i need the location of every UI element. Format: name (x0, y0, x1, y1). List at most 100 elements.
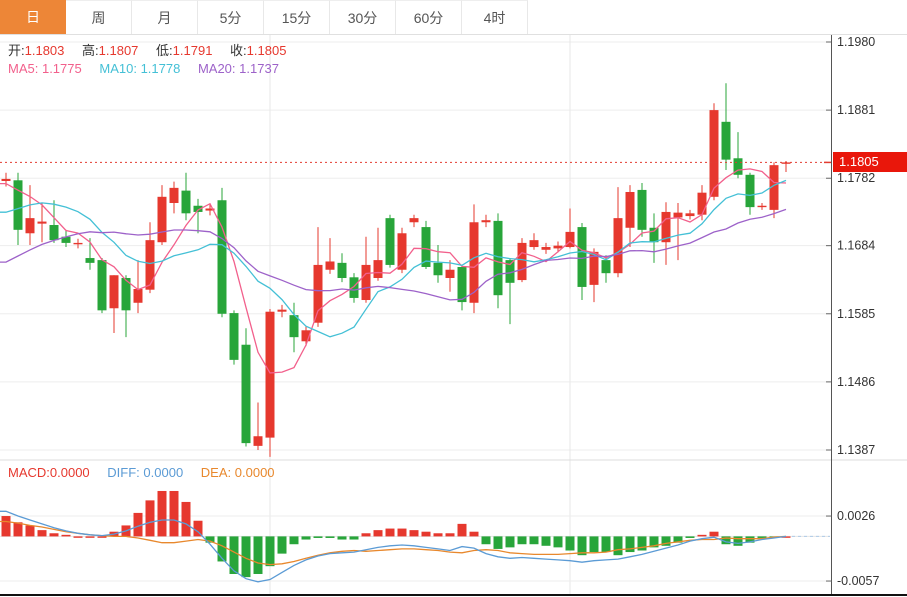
candle-body (445, 269, 455, 278)
macd-histogram-bar (157, 490, 167, 537)
candle-body (1, 178, 11, 181)
macd-histogram-bar (565, 536, 575, 551)
macd-histogram-bar (49, 533, 59, 537)
tab-周[interactable]: 周 (66, 0, 132, 34)
macd-label: MACD: (8, 465, 50, 480)
macd-histogram-bar (601, 536, 611, 553)
macd-histogram-bar (613, 536, 623, 556)
candle-body (481, 220, 491, 223)
ma10-label: MA10: (99, 61, 137, 76)
macd-histogram-bar (469, 531, 479, 537)
macd-histogram-bar (757, 536, 767, 538)
candle-body (457, 266, 467, 303)
candle-body (109, 275, 119, 309)
candle-body (601, 260, 611, 274)
macd-tick-label: -0.0057 (837, 574, 879, 588)
candle-body (349, 277, 359, 298)
macd-histogram-bar (289, 536, 299, 545)
price-tick-label: 1.1486 (837, 375, 875, 389)
macd-histogram-bar (145, 500, 155, 537)
macd-panel: 0.0026 -0.0057 (0, 490, 879, 588)
candle-body (577, 227, 587, 287)
candle-body (289, 315, 299, 338)
candle-body (397, 233, 407, 270)
candle-body (49, 225, 59, 241)
macd-histogram-bar (421, 531, 431, 537)
macd-histogram-bar (241, 536, 251, 578)
candle-body (505, 260, 515, 283)
candle-body (661, 211, 671, 243)
tab-60分[interactable]: 60分 (396, 0, 462, 34)
macd-histogram-bar (697, 534, 707, 537)
tab-4时[interactable]: 4时 (462, 0, 528, 34)
diff-line (0, 510, 787, 583)
tab-15分[interactable]: 15分 (264, 0, 330, 34)
tab-月[interactable]: 月 (132, 0, 198, 34)
candle-body (277, 309, 287, 312)
macd-histogram-bar (181, 501, 191, 537)
candle-body (181, 190, 191, 214)
candlestick-chart-canvas[interactable]: 1.1980 1.1881 1.1782 1.1684 1.1585 1.1486 1.13… (0, 35, 907, 597)
low-label: 低: (156, 43, 173, 58)
macd-histogram-bar (553, 536, 563, 548)
macd-histogram-bar (265, 536, 275, 567)
ma20-value: 1.1737 (239, 61, 279, 76)
macd-histogram-bar (301, 536, 311, 540)
candle-body (517, 242, 527, 281)
diff-value: 0.0000 (143, 465, 184, 480)
candle-body (733, 158, 743, 175)
macd-histogram-bar (721, 536, 731, 545)
macd-histogram-bar (529, 536, 539, 545)
macd-histogram-bar (373, 530, 383, 537)
ma5-label: MA5: (8, 61, 39, 76)
price-tick-label: 1.1684 (837, 239, 875, 253)
macd-histogram-bar (349, 536, 359, 540)
high-value: 1.1807 (98, 43, 139, 58)
macd-histogram-bar (133, 512, 143, 537)
candle-body (241, 344, 251, 444)
candle-body (553, 245, 563, 249)
macd-histogram-bar (589, 536, 599, 553)
macd-histogram-bar (73, 536, 83, 538)
candle-body (385, 218, 395, 265)
tab-5分[interactable]: 5分 (198, 0, 264, 34)
macd-histogram-bar (337, 536, 347, 540)
open-label: 开: (8, 43, 25, 58)
candle-body (637, 189, 647, 230)
macd-histogram-bar (193, 520, 203, 537)
candle-body (589, 251, 599, 285)
price-tick-label: 1.1387 (837, 443, 875, 457)
open-value: 1.1803 (24, 43, 65, 58)
ma-legend: MA5: 1.1775 MA10: 1.1778 MA20: 1.1737 (8, 61, 293, 76)
tab-日[interactable]: 日 (0, 0, 66, 34)
macd-histogram-bar (169, 490, 179, 537)
candle-body (325, 261, 335, 270)
candle-body (169, 187, 179, 203)
macd-histogram-bar (229, 536, 239, 574)
ma20-label: MA20: (197, 61, 236, 76)
close-label: 收: (230, 43, 247, 58)
macd-histogram-bar (217, 536, 227, 562)
macd-histogram-bar (661, 536, 671, 546)
candle-body (433, 262, 443, 276)
candle-body (709, 110, 719, 197)
macd-histogram-bar (685, 536, 695, 538)
candle-body (145, 240, 155, 290)
candle-body (373, 260, 383, 278)
tab-30分[interactable]: 30分 (330, 0, 396, 34)
ma5-value: 1.1775 (41, 61, 82, 76)
candle-body (97, 260, 107, 311)
macd-histogram-bar (733, 536, 743, 546)
candle-body (253, 436, 263, 446)
candle-body (745, 174, 755, 208)
macd-tick-label: 0.0026 (837, 509, 875, 523)
candle-body (757, 205, 767, 208)
main-chart-panel: 1.1980 1.1881 1.1782 1.1684 1.1585 1.1486 1.13… (0, 35, 907, 596)
ma5-line (0, 168, 787, 374)
chart-area: 1.1980 1.1881 1.1782 1.1684 1.1585 1.1486 1.13… (0, 35, 907, 597)
macd-histogram-bar (517, 536, 527, 545)
macd-histogram-bar (625, 536, 635, 553)
candle-body (565, 231, 575, 248)
macd-histogram-bar (13, 522, 23, 537)
